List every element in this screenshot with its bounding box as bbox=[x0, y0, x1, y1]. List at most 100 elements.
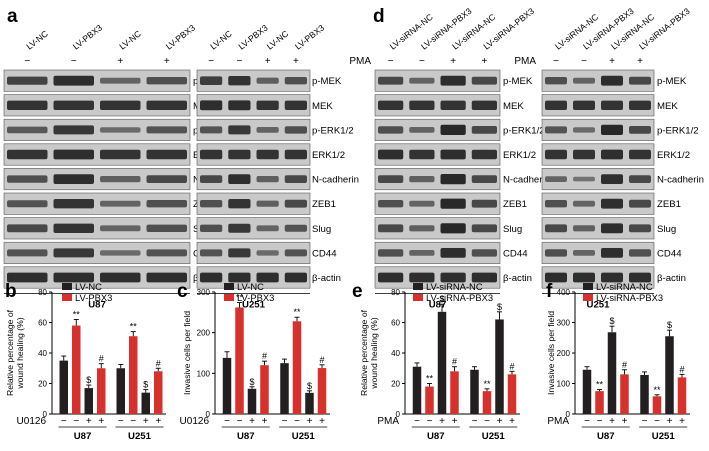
protein-band bbox=[53, 248, 94, 258]
significance-mark: $ bbox=[143, 380, 148, 390]
protein-band bbox=[573, 149, 595, 160]
y-axis-label-line: Invasive cells per field bbox=[546, 311, 556, 395]
significance-mark: $ bbox=[307, 381, 312, 391]
y-tick-label: 100 bbox=[557, 380, 571, 389]
legend-label: LV-NC bbox=[237, 281, 264, 292]
y-axis-label-line: Relative percentage of bbox=[359, 309, 369, 396]
treatment-sign: + bbox=[622, 416, 628, 427]
panel-label: e bbox=[352, 281, 363, 302]
protein-band bbox=[7, 126, 48, 134]
protein-band bbox=[228, 76, 251, 86]
bar bbox=[247, 388, 257, 414]
y-tick-label: 300 bbox=[557, 319, 571, 328]
lane-label: LV-NC bbox=[208, 28, 234, 51]
protein-band bbox=[440, 75, 466, 86]
blot-strip bbox=[374, 168, 501, 191]
protein-label: p-ERK1/2 bbox=[503, 125, 545, 136]
protein-band bbox=[53, 125, 94, 135]
group-label: U251 bbox=[292, 431, 316, 442]
blot-strip bbox=[541, 94, 655, 117]
blot-strip bbox=[196, 94, 311, 117]
treatment-sign: + bbox=[307, 416, 313, 427]
bar bbox=[620, 374, 629, 414]
protein-band bbox=[146, 77, 187, 85]
blot-strip bbox=[541, 143, 655, 166]
protein-label: MEK bbox=[503, 101, 524, 112]
treatment-label: PMA bbox=[349, 56, 371, 67]
lane-label: LV-siRNA-PBX3 bbox=[637, 6, 692, 52]
protein-band bbox=[7, 100, 48, 110]
protein-band bbox=[573, 127, 595, 133]
treatment-sign: − bbox=[414, 416, 420, 427]
y-tick-label: 200 bbox=[557, 349, 571, 358]
y-tick-label: 0 bbox=[206, 410, 211, 419]
protein-band bbox=[545, 224, 567, 233]
protein-band bbox=[629, 199, 651, 208]
blot-strip bbox=[374, 241, 501, 264]
treatment-sign: − bbox=[427, 416, 433, 427]
protein-band bbox=[573, 200, 595, 207]
protein-band bbox=[228, 125, 251, 135]
protein-band bbox=[629, 272, 651, 283]
protein-band bbox=[100, 200, 141, 207]
significance-mark: ** bbox=[130, 322, 138, 332]
blot-strip bbox=[196, 69, 311, 92]
treatment-sign: − bbox=[654, 416, 660, 427]
y-tick-label: 80 bbox=[391, 288, 400, 297]
blot-strip bbox=[541, 266, 655, 289]
cell-line-label: U251 bbox=[587, 299, 611, 310]
group-label: U251 bbox=[652, 431, 676, 442]
blot-strip bbox=[374, 192, 501, 215]
blot-strip bbox=[196, 168, 311, 191]
significance-mark: ** bbox=[483, 379, 491, 389]
legend-swatch bbox=[224, 283, 234, 290]
treatment-sign: − bbox=[484, 416, 490, 427]
protein-band bbox=[545, 249, 567, 257]
treatment-sign: + bbox=[117, 56, 123, 67]
protein-band bbox=[200, 175, 223, 183]
protein-band bbox=[440, 100, 466, 110]
cell-line-label: U251 bbox=[242, 299, 266, 310]
blot-strip bbox=[541, 192, 655, 215]
protein-band bbox=[200, 200, 223, 208]
protein-band bbox=[545, 100, 567, 110]
treatment-label: U0126 bbox=[17, 416, 47, 427]
protein-band bbox=[545, 272, 567, 283]
protein-band bbox=[629, 76, 651, 85]
panel-label: b bbox=[5, 281, 17, 302]
treatment-sign: + bbox=[439, 416, 445, 427]
protein-band bbox=[256, 100, 279, 110]
protein-band bbox=[471, 272, 497, 283]
treatment-sign: − bbox=[71, 56, 77, 67]
significance-mark: $ bbox=[667, 320, 672, 330]
protein-band bbox=[284, 100, 307, 110]
treatment-sign: − bbox=[130, 416, 136, 427]
protein-band bbox=[284, 126, 307, 134]
legend-swatch bbox=[583, 294, 593, 301]
group-label: U87 bbox=[597, 431, 615, 442]
protein-band bbox=[228, 248, 251, 258]
protein-band bbox=[409, 77, 435, 84]
protein-band bbox=[200, 249, 223, 257]
protein-band bbox=[200, 126, 223, 134]
protein-label: ERK1/2 bbox=[503, 150, 536, 161]
significance-mark: ** bbox=[236, 293, 244, 303]
blot-strip bbox=[374, 118, 501, 141]
bar bbox=[59, 360, 68, 414]
significance-mark: # bbox=[99, 354, 104, 364]
protein-label: β-actin bbox=[657, 273, 686, 284]
protein-band bbox=[545, 77, 567, 85]
protein-band bbox=[256, 176, 279, 183]
protein-band bbox=[256, 225, 279, 232]
bar bbox=[425, 386, 434, 414]
protein-band bbox=[573, 250, 595, 256]
protein-band bbox=[573, 77, 595, 84]
protein-label: ERK1/2 bbox=[312, 150, 345, 161]
protein-band bbox=[100, 127, 141, 133]
y-tick-label: 200 bbox=[197, 329, 211, 338]
y-tick-label: 60 bbox=[391, 319, 400, 328]
significance-mark: # bbox=[319, 355, 324, 365]
bar bbox=[305, 392, 314, 414]
protein-band bbox=[256, 127, 279, 133]
bar bbox=[317, 368, 327, 414]
